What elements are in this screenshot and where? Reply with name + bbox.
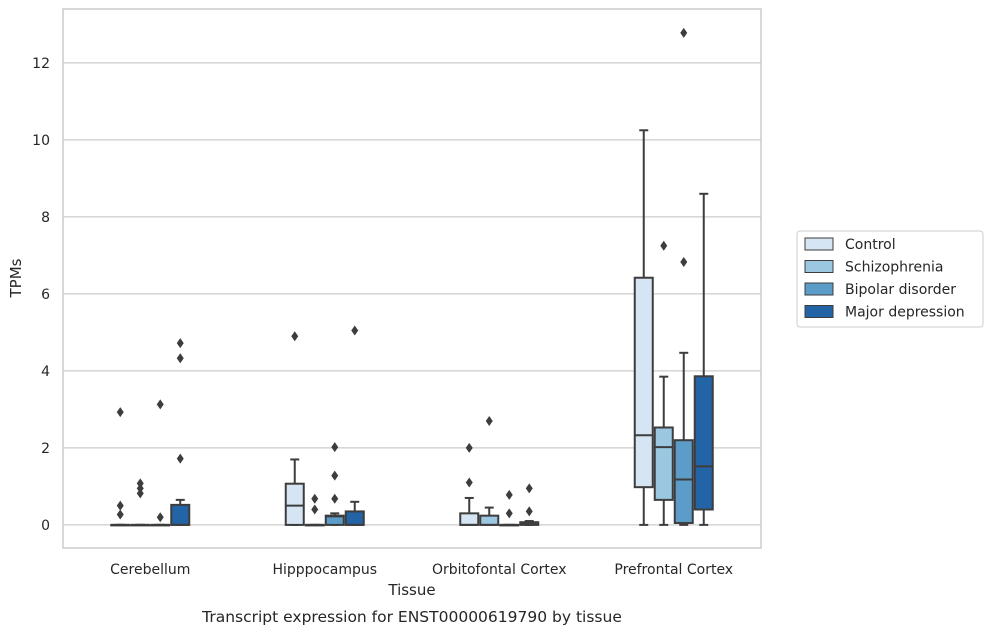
outlier-point bbox=[331, 470, 339, 481]
outlier-point bbox=[136, 483, 144, 494]
outlier-point bbox=[136, 478, 144, 489]
box bbox=[324, 442, 345, 526]
box bbox=[673, 27, 694, 526]
y-tick-label: 2 bbox=[41, 441, 50, 457]
outlier-point bbox=[660, 240, 668, 251]
box-body bbox=[170, 503, 191, 526]
outlier-point bbox=[465, 477, 473, 488]
x-tick-label: Cerebellum bbox=[110, 562, 190, 578]
legend-swatch bbox=[804, 260, 834, 273]
outlier-point bbox=[680, 256, 688, 267]
outlier-point bbox=[465, 442, 473, 453]
outlier-point bbox=[176, 453, 184, 464]
box bbox=[150, 399, 171, 527]
x-tick-label: Orbitofontal Cortex bbox=[432, 562, 567, 578]
legend-label: Major depression bbox=[845, 305, 965, 321]
y-tick-label: 6 bbox=[41, 287, 50, 303]
box-body bbox=[653, 426, 674, 501]
legend-frame bbox=[796, 230, 984, 328]
box-body bbox=[693, 375, 714, 511]
y-tick-label: 0 bbox=[41, 518, 50, 534]
y-tick-label: 4 bbox=[41, 364, 50, 380]
outlier-point bbox=[525, 506, 533, 517]
box-series bbox=[110, 27, 714, 527]
box-body bbox=[459, 512, 480, 526]
x-tick-label: Prefrontal Cortex bbox=[614, 562, 733, 578]
box-body bbox=[673, 439, 694, 524]
box bbox=[304, 493, 325, 527]
outlier-point bbox=[116, 509, 124, 520]
y-tick-labels: 0 2 4 6 8 10 12 bbox=[32, 56, 50, 534]
legend-label: Bipolar disorder bbox=[845, 282, 956, 298]
box bbox=[693, 192, 714, 526]
outlier-point bbox=[525, 483, 533, 494]
box-body bbox=[479, 514, 500, 526]
y-axis-label: TPMs bbox=[7, 258, 25, 298]
outlier-point bbox=[680, 27, 688, 38]
box-body bbox=[284, 482, 305, 526]
y-tick-label: 8 bbox=[41, 210, 50, 226]
box bbox=[170, 338, 191, 526]
outlier-point bbox=[136, 488, 144, 499]
legend: Control Schizophrenia Bipolar disorder Majo… bbox=[796, 230, 984, 328]
box bbox=[130, 478, 151, 527]
legend-swatch bbox=[804, 305, 834, 318]
box bbox=[499, 489, 520, 527]
box bbox=[284, 331, 305, 526]
box bbox=[653, 240, 674, 526]
box-body bbox=[633, 276, 654, 489]
x-axis-label: Tissue bbox=[387, 581, 435, 599]
outlier-point bbox=[176, 338, 184, 349]
box-body bbox=[344, 510, 365, 526]
x-tick-label: Hipppocampus bbox=[272, 562, 377, 578]
legend-swatch bbox=[804, 282, 834, 296]
outlier-point bbox=[176, 353, 184, 364]
outlier-point bbox=[311, 504, 319, 515]
chart-title: Transcript expression for ENST0000061979… bbox=[201, 608, 622, 626]
box bbox=[519, 483, 540, 526]
outlier-point bbox=[505, 508, 513, 519]
outlier-point bbox=[351, 325, 359, 336]
box bbox=[633, 129, 654, 526]
box bbox=[459, 442, 480, 526]
outlier-point bbox=[311, 493, 319, 504]
legend-label: Control bbox=[845, 237, 896, 253]
outlier-point bbox=[156, 399, 164, 410]
outlier-point bbox=[485, 415, 493, 426]
outlier-point bbox=[116, 500, 124, 511]
outlier-point bbox=[116, 407, 124, 418]
outlier-point bbox=[331, 442, 339, 453]
legend-label: Schizophrenia bbox=[845, 260, 943, 276]
y-tick-label: 12 bbox=[32, 56, 50, 72]
outlier-point bbox=[505, 489, 513, 500]
outlier-point bbox=[331, 493, 339, 504]
outlier-point bbox=[156, 512, 164, 523]
box bbox=[344, 325, 365, 526]
y-tick-label: 10 bbox=[32, 133, 50, 149]
outlier-point bbox=[291, 331, 299, 342]
box bbox=[110, 407, 131, 527]
box bbox=[479, 415, 500, 526]
x-tick-labels: Cerebellum Hipppocampus Orbitofontal Corte… bbox=[110, 562, 733, 578]
legend-swatch bbox=[804, 237, 834, 251]
